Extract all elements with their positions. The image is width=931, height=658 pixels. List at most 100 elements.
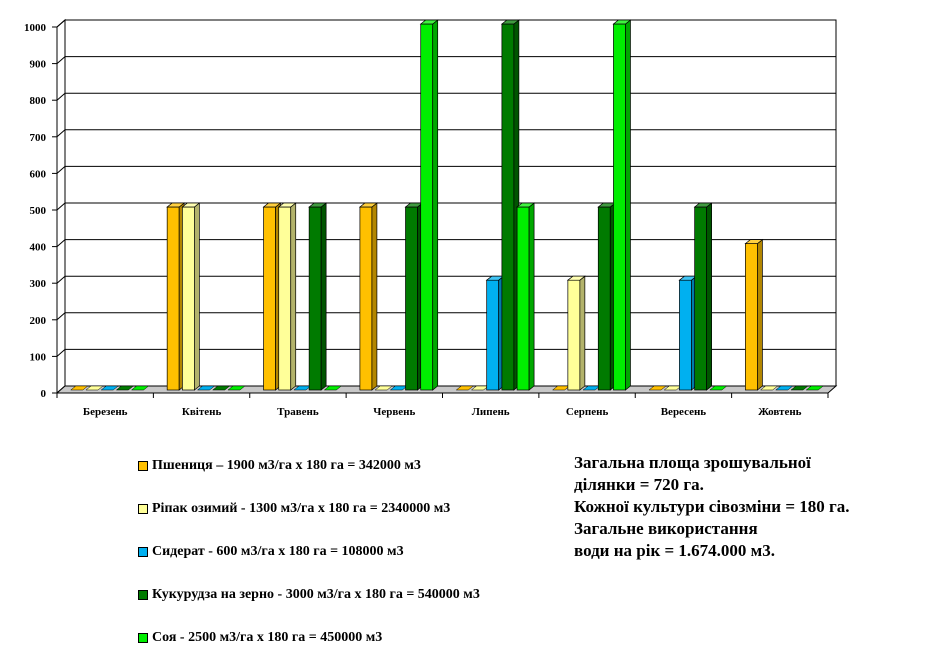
note-line-1: Загальна площа зрошувальної bbox=[574, 453, 811, 472]
bar bbox=[196, 385, 216, 391]
y-tick-label: 900 bbox=[30, 59, 47, 71]
tick-labels: 0 100 200 300 400 500 600 700 800 900 1000 Березень… bbox=[24, 22, 802, 418]
bar bbox=[678, 275, 698, 391]
bar-front bbox=[597, 206, 611, 391]
legend-label: Кукурудза на зерно - 3000 м3/га х 180 га… bbox=[152, 587, 480, 602]
y-tick-label: 600 bbox=[30, 168, 47, 180]
bar-front bbox=[308, 206, 322, 391]
note-line-5: води на рік = 1.674.000 м3. bbox=[574, 541, 776, 560]
bar-top bbox=[181, 202, 201, 208]
bar-flat bbox=[775, 385, 794, 391]
y-tick-label: 100 bbox=[30, 351, 47, 363]
bar bbox=[612, 19, 632, 391]
gridline-side bbox=[56, 349, 66, 357]
bar-front bbox=[694, 206, 707, 391]
bar bbox=[277, 202, 297, 391]
x-tick-label: Червень bbox=[373, 406, 415, 418]
bar-top bbox=[419, 19, 439, 25]
bar-side bbox=[371, 202, 378, 391]
bar-top bbox=[166, 202, 186, 208]
bar-flat bbox=[70, 385, 89, 391]
bar-top bbox=[566, 275, 586, 281]
bars bbox=[70, 19, 824, 391]
bar-side bbox=[706, 202, 712, 391]
bar bbox=[323, 385, 343, 391]
x-tick-label: Березень bbox=[83, 406, 128, 418]
bar bbox=[115, 385, 135, 391]
bar-flat bbox=[709, 385, 728, 391]
bar-flat bbox=[115, 385, 135, 391]
bar-flat bbox=[455, 385, 475, 391]
bar bbox=[212, 385, 231, 391]
note-line-4: Загальне використання bbox=[574, 519, 758, 538]
bar-side bbox=[528, 202, 535, 391]
gridline-side bbox=[56, 239, 66, 247]
bar-flat bbox=[196, 385, 216, 391]
bar-side bbox=[579, 275, 586, 391]
y-tick-label: 0 bbox=[41, 388, 47, 400]
gridline-side bbox=[56, 92, 66, 101]
x-tick-label: Липень bbox=[472, 406, 510, 418]
bar-top bbox=[277, 202, 297, 208]
bar bbox=[709, 385, 728, 391]
bar bbox=[404, 202, 424, 391]
bar-front bbox=[613, 23, 626, 391]
bar-front bbox=[745, 243, 758, 391]
bar bbox=[485, 275, 505, 391]
bar-flat bbox=[323, 385, 343, 391]
legend-item: Кукурудза на зерно - 3000 м3/га х 180 га… bbox=[138, 587, 480, 603]
legend-swatch bbox=[138, 504, 148, 514]
bar bbox=[308, 202, 328, 391]
bar-top bbox=[308, 202, 328, 208]
bar bbox=[597, 202, 617, 391]
legend-item: Соя - 2500 м3/га х 180 га = 450000 м3 bbox=[138, 630, 382, 646]
y-tick-label: 700 bbox=[30, 132, 47, 144]
axes bbox=[52, 18, 838, 398]
x-tick-label: Травень bbox=[277, 406, 319, 418]
legend-label: Сидерат - 600 м3/га х 180 га = 108000 м3 bbox=[152, 544, 404, 559]
summary-notes: Загальна площа зрошувальної ділянки = 72… bbox=[574, 452, 850, 562]
note-line-3: Кожної культури сівозміни = 180 га. bbox=[574, 497, 850, 516]
bar bbox=[759, 385, 779, 391]
bar-flat bbox=[227, 385, 246, 391]
bar-side bbox=[320, 202, 327, 391]
bar-top bbox=[612, 19, 632, 25]
bar-side bbox=[432, 19, 439, 391]
bar-front bbox=[166, 206, 180, 391]
legend-item: Сидерат - 600 м3/га х 180 га = 108000 м3 bbox=[138, 544, 404, 560]
bar-flat bbox=[85, 385, 104, 391]
bar-top bbox=[744, 239, 764, 244]
bar-front bbox=[263, 206, 276, 391]
bar-front bbox=[567, 279, 581, 391]
bar-top bbox=[262, 202, 282, 208]
bar bbox=[419, 19, 439, 391]
y-tick-label: 400 bbox=[30, 242, 47, 254]
bar-front bbox=[501, 23, 515, 391]
bar bbox=[70, 385, 89, 391]
gridline-side bbox=[56, 312, 66, 321]
bar-flat bbox=[648, 385, 667, 391]
legend-label: Соя - 2500 м3/га х 180 га = 450000 м3 bbox=[152, 630, 383, 645]
x-tick-label: Квітень bbox=[182, 406, 222, 418]
bar-front bbox=[359, 206, 373, 391]
note-line-2: ділянки = 720 га. bbox=[574, 475, 704, 494]
bar bbox=[648, 385, 667, 391]
x-tick-label: Серпень bbox=[566, 406, 609, 418]
y-tick-label: 800 bbox=[30, 95, 47, 107]
bar bbox=[100, 385, 119, 391]
bar-front bbox=[405, 206, 418, 391]
bar-flat bbox=[100, 385, 119, 391]
bar-front bbox=[420, 23, 434, 391]
bar-front bbox=[278, 206, 292, 391]
bar bbox=[775, 385, 794, 391]
bar bbox=[130, 385, 150, 391]
bar bbox=[566, 275, 586, 391]
legend-swatch bbox=[138, 633, 148, 643]
bar bbox=[358, 202, 378, 391]
bar bbox=[262, 202, 282, 391]
bar bbox=[500, 19, 520, 391]
bar bbox=[455, 385, 475, 391]
y-tick-label: 300 bbox=[30, 278, 47, 290]
legend-item: Ріпак озимий - 1300 м3/га х 180 га = 234… bbox=[138, 501, 450, 517]
bar-flat bbox=[790, 385, 809, 391]
